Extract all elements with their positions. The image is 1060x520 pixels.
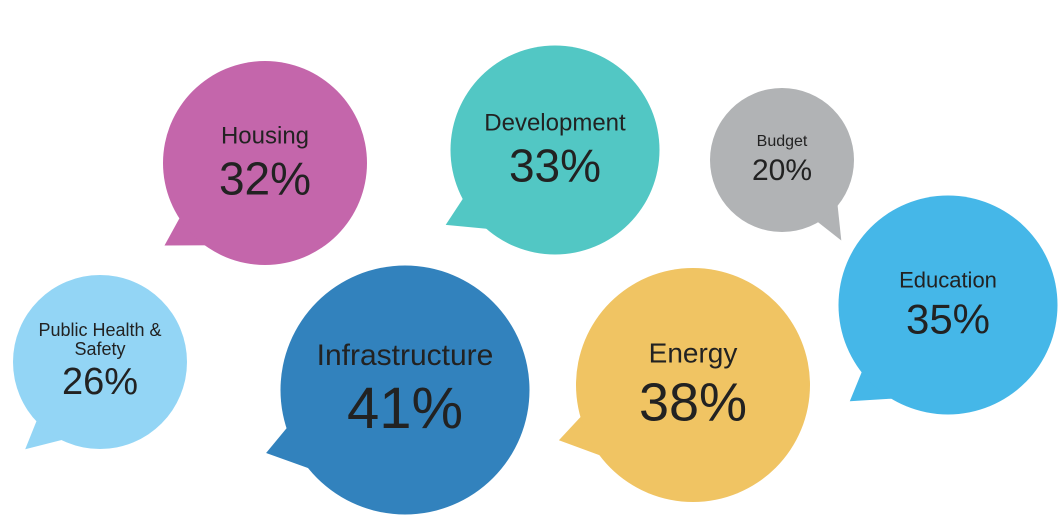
category-label: Infrastructure	[316, 339, 494, 373]
value-label: 38%	[638, 372, 748, 433]
category-label: Education	[899, 267, 997, 293]
bubble	[450, 45, 660, 255]
bubble	[163, 61, 367, 265]
category-label: Energy	[648, 337, 738, 369]
category-label: Public Health & Safety	[38, 319, 162, 359]
bubble-label: Housing 32%	[180, 122, 350, 205]
value-label: 35%	[905, 295, 991, 343]
bubble-label: Energy 38%	[593, 338, 793, 431]
bubble-tail	[25, 415, 71, 450]
bubble	[576, 268, 810, 502]
category-label: Housing	[220, 122, 310, 150]
value-label: 20%	[751, 153, 813, 187]
bubble-label: Development 33%	[455, 109, 655, 192]
category-label: Development	[484, 109, 626, 137]
value-label: 41%	[346, 376, 464, 442]
bubble-label: Infrastructure 41%	[285, 340, 525, 440]
bubble-label: Budget 20%	[722, 132, 842, 187]
category-label: Budget	[756, 132, 808, 150]
bubble	[710, 88, 854, 232]
bubble-label: Education 35%	[863, 269, 1033, 342]
value-label: 32%	[218, 152, 312, 205]
bubble-label: Public Health & Safety 26%	[35, 321, 165, 403]
value-label: 33%	[508, 139, 602, 192]
value-label: 26%	[61, 361, 139, 404]
bubble	[13, 275, 187, 449]
bubble	[280, 265, 530, 515]
bubble	[838, 195, 1058, 415]
